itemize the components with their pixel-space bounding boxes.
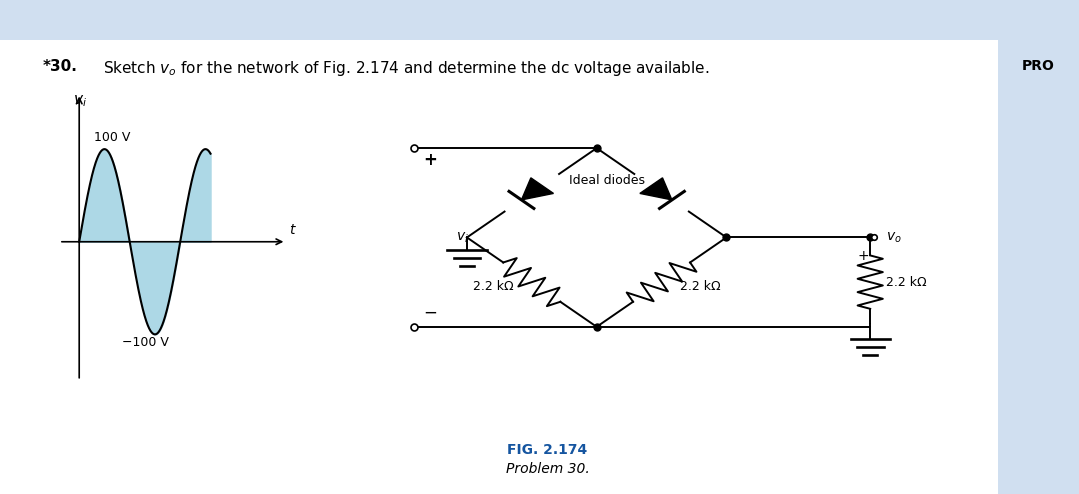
- Text: Ideal diodes: Ideal diodes: [570, 174, 645, 187]
- Text: $v_i$: $v_i$: [456, 230, 469, 245]
- Text: $v_o$: $v_o$: [886, 230, 901, 245]
- Text: FIG. 2.174: FIG. 2.174: [507, 443, 588, 457]
- Text: 100 V: 100 V: [94, 131, 131, 145]
- Text: +: +: [423, 151, 437, 168]
- Text: Problem 30.: Problem 30.: [506, 462, 589, 476]
- Text: *30.: *30.: [43, 59, 78, 74]
- FancyBboxPatch shape: [998, 0, 1079, 494]
- Text: PRO: PRO: [1022, 59, 1054, 73]
- Polygon shape: [521, 178, 554, 200]
- Text: Sketch $v_o$ for the network of Fig. 2.174 and determine the dc voltage availabl: Sketch $v_o$ for the network of Fig. 2.1…: [103, 59, 709, 78]
- Text: $v_i$: $v_i$: [73, 93, 87, 109]
- Text: −100 V: −100 V: [122, 336, 169, 349]
- Text: $t$: $t$: [289, 223, 297, 237]
- Text: −: −: [423, 304, 437, 322]
- Text: 2.2 kΩ: 2.2 kΩ: [886, 276, 926, 288]
- FancyBboxPatch shape: [0, 0, 1079, 40]
- Text: 2.2 kΩ: 2.2 kΩ: [680, 281, 721, 293]
- Polygon shape: [640, 178, 672, 200]
- Text: +: +: [858, 249, 869, 263]
- Text: 2.2 kΩ: 2.2 kΩ: [473, 281, 514, 293]
